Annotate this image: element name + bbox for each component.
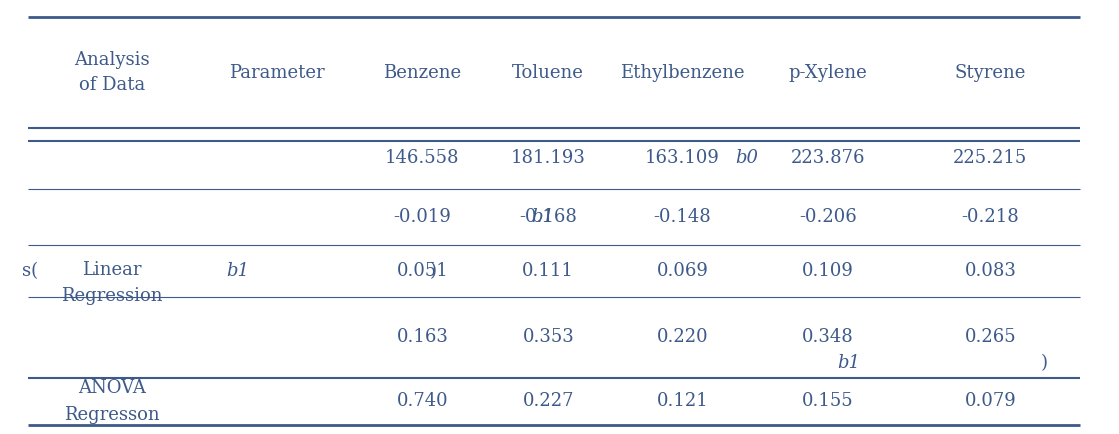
Text: 0.220: 0.220 [657,329,708,346]
Text: Benzene: Benzene [384,64,461,82]
Text: p-Xylene: p-Xylene [789,64,867,82]
Text: 181.193: 181.193 [511,149,585,168]
Text: 223.876: 223.876 [791,149,865,168]
Text: 0.109: 0.109 [802,262,854,280]
Text: ): ) [430,262,436,280]
Text: 163.109: 163.109 [646,149,720,168]
Text: 0.163: 0.163 [396,329,449,346]
Text: -0.148: -0.148 [653,208,712,226]
Text: 0.083: 0.083 [965,262,1016,280]
Text: -0.218: -0.218 [961,208,1019,226]
Text: -0.019: -0.019 [394,208,451,226]
Text: 0.227: 0.227 [523,392,574,411]
Text: 146.558: 146.558 [385,149,460,168]
Text: 0.069: 0.069 [657,262,708,280]
Text: 0.111: 0.111 [523,262,574,280]
Text: b1: b1 [532,208,555,226]
Text: 0.155: 0.155 [802,392,854,411]
Text: 0.265: 0.265 [965,329,1016,346]
Text: 0.079: 0.079 [965,392,1016,411]
Text: 0.353: 0.353 [523,329,574,346]
Text: Toluene: Toluene [513,64,584,82]
Text: 225.215: 225.215 [953,149,1027,168]
Text: ): ) [1041,354,1047,372]
Text: b0: b0 [735,149,759,168]
Text: 0.121: 0.121 [657,392,708,411]
Text: Ethylbenzene: Ethylbenzene [620,64,745,82]
Text: 0.740: 0.740 [396,392,449,411]
Text: b1: b1 [837,354,861,372]
Text: Linear
Regression: Linear Regression [62,261,162,306]
Text: Parameter: Parameter [229,64,325,82]
Text: -0.206: -0.206 [799,208,857,226]
Text: 0.051: 0.051 [396,262,449,280]
Text: -0.168: -0.168 [519,208,577,226]
Text: Analysis
of Data: Analysis of Data [74,51,150,94]
Text: 0.348: 0.348 [802,329,854,346]
Text: b1: b1 [226,262,250,280]
Text: Styrene: Styrene [955,64,1026,82]
Text: ANOVA
Regresson: ANOVA Regresson [64,379,160,424]
Text: s(: s( [22,262,38,280]
